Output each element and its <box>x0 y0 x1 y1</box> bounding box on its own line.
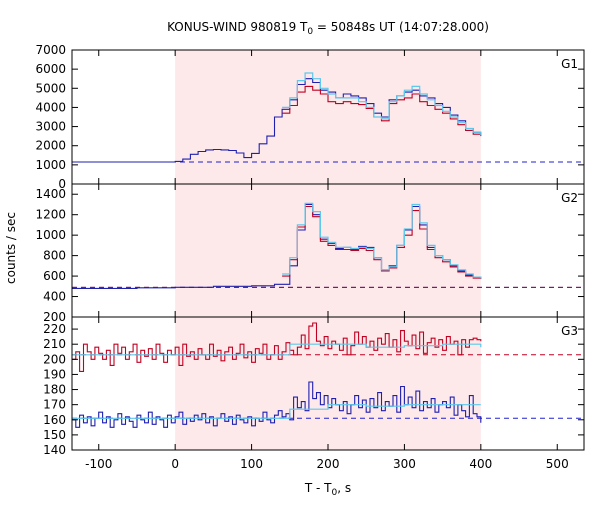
y-tick-label: 600 <box>43 269 66 283</box>
y-tick-label: 800 <box>43 249 66 263</box>
panel-g2: 200 400 600 800 1000 1200 1400 G2 <box>35 183 585 324</box>
highlight-region <box>175 184 481 317</box>
y-tick-label: 150 <box>43 428 66 442</box>
y-tick-label: 1000 <box>35 228 66 242</box>
y-tick-label: 2000 <box>35 139 66 153</box>
x-tick-label: 300 <box>393 457 416 471</box>
series-blue-0 <box>72 78 482 163</box>
panel-tag-g3: G3 <box>561 324 578 338</box>
y-tick-label: 400 <box>43 290 66 304</box>
y-tick-label: 1200 <box>35 208 66 222</box>
y-tick-label: 190 <box>43 367 66 381</box>
x-tick-label: 0 <box>171 457 179 471</box>
y-tick-label: 210 <box>43 337 66 351</box>
x-tick-label: 100 <box>240 457 263 471</box>
series-fit-2 <box>72 343 482 356</box>
y-tick-label: 200 <box>43 352 66 366</box>
y-tick-label: 6000 <box>35 62 66 76</box>
y-tick-label: 160 <box>43 413 66 427</box>
y-tick-label: 0 <box>58 177 66 191</box>
y-tick-label: 170 <box>43 398 66 412</box>
y-axis-label: counts / sec <box>4 212 18 284</box>
series-fit-2 <box>282 202 482 279</box>
y-tick-label: 5000 <box>35 81 66 95</box>
highlight-region <box>175 50 481 184</box>
y-tick-label: 4000 <box>35 100 66 114</box>
chart-title: KONUS-WIND 980819 T0 = 50848s UT (14:07:… <box>167 20 489 37</box>
series-fit-3 <box>72 404 481 419</box>
series-fit-2 <box>282 72 482 136</box>
y-tick-label: 1400 <box>35 187 66 201</box>
x-tick-label: 500 <box>546 457 569 471</box>
y-tick-label: 140 <box>43 443 66 457</box>
panel-tag-g1: G1 <box>561 57 578 71</box>
panel-g1: 0 1000 2000 3000 4000 5000 6000 7000 G1 <box>35 43 585 191</box>
x-tick-label: 400 <box>469 457 492 471</box>
panel-tag-g2: G2 <box>561 191 578 205</box>
x-tick-labels: -100 0 100 200 300 400 500 <box>85 457 569 471</box>
x-axis-label: T - T0, s <box>304 481 351 498</box>
x-tick-label: 200 <box>317 457 340 471</box>
y-tick-label: 1000 <box>35 158 66 172</box>
y-tick-label: 3000 <box>35 120 66 134</box>
y-tick-label: 220 <box>43 322 66 336</box>
x-tick-label: -100 <box>85 457 112 471</box>
y-tick-label: 7000 <box>35 43 66 57</box>
y-tick-label: 200 <box>43 310 66 324</box>
y-tick-label: 180 <box>43 383 66 397</box>
